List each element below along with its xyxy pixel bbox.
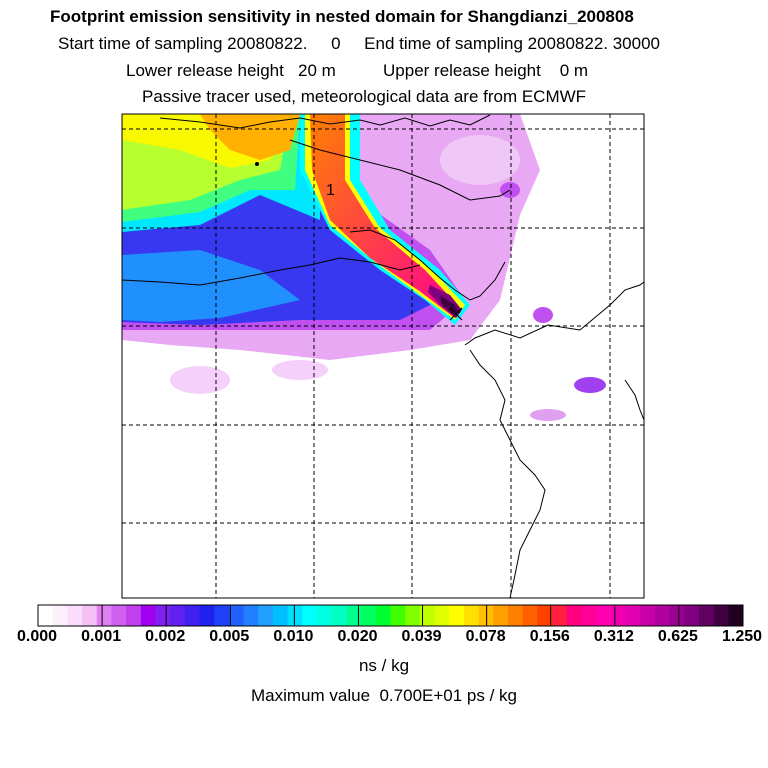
- field-light-blue: [122, 250, 300, 322]
- colorbar-swatch: [434, 605, 450, 626]
- colorbar-swatch: [361, 605, 377, 626]
- colorbar-tick-label: 0.078: [465, 628, 506, 645]
- map-frame: [121, 113, 645, 599]
- colorbar-swatch: [654, 605, 671, 626]
- map-field: [122, 114, 606, 421]
- colorbar-swatch: [258, 605, 274, 626]
- colorbar-swatch: [522, 605, 538, 626]
- coastlines: [122, 114, 644, 598]
- colorbar-swatch: [390, 605, 406, 626]
- colorbar-swatch: [243, 605, 259, 626]
- colorbar-swatch: [82, 605, 98, 626]
- colorbar-swatch: [170, 605, 186, 626]
- east-spot-1: [574, 377, 606, 393]
- colorbar-swatch: [184, 605, 201, 626]
- colorbar-swatch: [346, 605, 362, 626]
- colorbar-swatch: [463, 605, 480, 626]
- east-spot-2: [533, 307, 553, 323]
- colorbar-swatch: [214, 605, 230, 626]
- coast-bohai: [349, 229, 506, 301]
- south-spot-2: [272, 360, 328, 380]
- lat-lon-grid: [122, 114, 644, 598]
- east-coast: [469, 349, 546, 598]
- colorbar-tick-label: 0.000: [17, 628, 58, 645]
- plot-title: Footprint emission sensitivity in nested…: [50, 7, 634, 26]
- colorbar-swatch: [126, 605, 142, 626]
- colorbar-frame: [37, 604, 744, 627]
- colorbar-tick-label: 0.020: [337, 628, 378, 645]
- units-label: ns / kg: [358, 656, 410, 675]
- colorbar-swatch: [302, 605, 318, 626]
- city-dot: [255, 162, 259, 166]
- max-value-label: Maximum value 0.700E+01 ps / kg: [251, 686, 517, 705]
- colorbar-tick-label: 0.156: [529, 628, 570, 645]
- colorbar-swatch: [38, 605, 54, 626]
- colorbar-swatch: [96, 605, 112, 626]
- colorbar-swatch: [596, 605, 612, 626]
- colorbar-swatch: [140, 605, 156, 626]
- korea-coast: [624, 379, 644, 421]
- colorbar-swatch: [52, 605, 68, 626]
- colorbar-swatch: [375, 605, 391, 626]
- south-spot-1: [170, 366, 230, 394]
- colorbar-swatch: [581, 605, 597, 626]
- colorbar-swatch: [317, 605, 333, 626]
- colorbar-swatch: [405, 605, 421, 626]
- colorbar-swatch: [228, 605, 245, 626]
- colorbar-swatch: [111, 605, 127, 626]
- colorbar-swatch: [508, 605, 524, 626]
- border-line-3: [122, 257, 421, 286]
- colorbar-swatch: [566, 605, 582, 626]
- colorbar-swatch: [625, 605, 641, 626]
- colorbar-swatch: [199, 605, 215, 626]
- receptor-label: 1: [326, 182, 335, 199]
- colorbar-swatch: [728, 605, 744, 626]
- colorbar-swatch: [419, 605, 436, 626]
- colorbar-tick-label: 1.250: [722, 628, 763, 645]
- colorbar-tick-label: 0.002: [145, 628, 186, 645]
- colorbar-tick-label: 0.001: [81, 628, 122, 645]
- colorbar-swatch: [537, 605, 553, 626]
- colorbar-swatch: [493, 605, 509, 626]
- border-line-2: [289, 139, 511, 201]
- colorbar-swatch: [552, 605, 568, 626]
- colorbar: [37, 604, 744, 627]
- colorbar-swatch: [155, 605, 171, 626]
- colorbar-swatch: [331, 605, 347, 626]
- release-height-line: Lower release height 20 m Upper release …: [126, 61, 589, 80]
- colorbar-tick-label: 0.312: [593, 628, 634, 645]
- tracer-info-line: Passive tracer used, meteorological data…: [142, 87, 587, 106]
- colorbar-swatch: [610, 605, 626, 626]
- colorbar-swatch: [713, 605, 729, 626]
- colorbar-tick-label: 0.625: [657, 628, 698, 645]
- colorbar-tick-label: 0.005: [209, 628, 250, 645]
- sampling-time-line: Start time of sampling 20080822. 0 End t…: [58, 34, 660, 53]
- colorbar-tick-label: 0.039: [401, 628, 442, 645]
- border-line-1: [159, 114, 491, 129]
- colorbar-swatch: [684, 605, 700, 626]
- colorbar-swatch: [698, 605, 715, 626]
- colorbar-swatch: [640, 605, 656, 626]
- shandong-coast: [464, 281, 644, 346]
- colorbar-swatch: [449, 605, 465, 626]
- colorbar-tick-label: 0.010: [273, 628, 314, 645]
- east-spot-3: [530, 409, 566, 421]
- plume-dark-core: [440, 295, 460, 314]
- x-mark-icon: [449, 307, 463, 321]
- colorbar-swatch: [67, 605, 83, 626]
- colorbar-swatch: [273, 605, 289, 626]
- colorbar-swatch: [287, 605, 303, 626]
- east-spot-5: [440, 135, 520, 185]
- colorbar-swatch: [669, 605, 685, 626]
